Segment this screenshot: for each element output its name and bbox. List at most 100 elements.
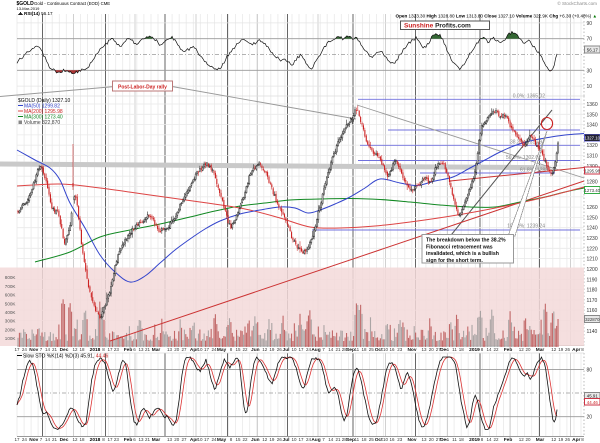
- svg-text:The breakdown below the 38.2%: The breakdown below the 38.2%: [426, 238, 506, 244]
- svg-text:1250: 1250: [587, 215, 598, 221]
- svg-text:1310: 1310: [587, 154, 598, 160]
- svg-text:300K: 300K: [5, 319, 17, 324]
- svg-text:Aug: Aug: [311, 347, 320, 353]
- svg-text:100.0%: 1239.24: 100.0%: 1239.24: [507, 224, 545, 230]
- svg-text:800K: 800K: [5, 275, 17, 280]
- svg-text:15: 15: [235, 347, 241, 352]
- svg-text:invalidated, which is a bullis: invalidated, which is a bullish: [426, 251, 499, 257]
- svg-text:Gold - Continuous Contract (EO: Gold - Continuous Contract (EOD) CME: [34, 1, 110, 6]
- svg-text:27: 27: [436, 347, 442, 352]
- svg-text:20: 20: [525, 437, 531, 442]
- svg-text:8: 8: [581, 437, 584, 442]
- svg-text:44.46: 44.46: [587, 400, 599, 405]
- svg-text:Oct: Oct: [375, 437, 383, 443]
- svg-text:10: 10: [291, 347, 297, 352]
- svg-text:Nov: Nov: [29, 437, 38, 443]
- svg-text:61.8%: 1288.60: 61.8%: 1288.60: [520, 168, 555, 174]
- svg-text:14: 14: [328, 347, 334, 352]
- svg-text:10: 10: [291, 437, 297, 442]
- svg-text:Sep: Sep: [346, 437, 355, 443]
- svg-text:Mar: Mar: [536, 347, 545, 353]
- svg-text:MA(300) 1273.40: MA(300) 1273.40: [24, 115, 63, 121]
- svg-text:$GOLD (Daily) 1327.10: $GOLD (Daily) 1327.10: [18, 98, 70, 104]
- svg-text:18: 18: [79, 347, 85, 352]
- svg-text:Jul: Jul: [283, 437, 290, 443]
- svg-text:20: 20: [429, 437, 435, 442]
- svg-text:17: 17: [298, 437, 304, 442]
- svg-text:80: 80: [587, 367, 593, 373]
- svg-text:Mar: Mar: [152, 437, 161, 443]
- svg-text:13: 13: [421, 437, 427, 442]
- svg-text:600K: 600K: [5, 293, 17, 298]
- svg-text:14: 14: [45, 347, 51, 352]
- svg-text:Fibonacci retracement was: Fibonacci retracement was: [426, 244, 493, 250]
- svg-text:1327.10: 1327.10: [585, 136, 600, 141]
- svg-text:1273.40: 1273.40: [585, 188, 600, 193]
- svg-text:17: 17: [298, 347, 304, 352]
- svg-text:12: 12: [519, 347, 525, 352]
- svg-text:19: 19: [558, 437, 564, 442]
- svg-text:13-Mar-2019: 13-Mar-2019: [17, 6, 41, 11]
- svg-text:Jul: Jul: [283, 347, 290, 353]
- svg-text:10: 10: [197, 437, 203, 442]
- svg-text:26: 26: [277, 347, 283, 352]
- svg-text:0.0%: 1365.02: 0.0%: 1365.02: [513, 94, 545, 100]
- svg-text:20: 20: [174, 437, 180, 442]
- svg-text:© StockCharts.com: © StockCharts.com: [557, 0, 597, 6]
- svg-text:MA(50) 1299.82: MA(50) 1299.82: [24, 104, 60, 110]
- svg-text:14: 14: [45, 437, 51, 442]
- svg-text:Apr: Apr: [190, 437, 198, 443]
- svg-text:Apr: Apr: [572, 437, 580, 443]
- svg-text:11: 11: [354, 347, 359, 352]
- svg-text:Sunshine Profits.com: Sunshine Profits.com: [404, 23, 471, 30]
- svg-text:1170: 1170: [587, 298, 598, 304]
- svg-text:11: 11: [452, 347, 457, 352]
- svg-text:400K: 400K: [5, 310, 17, 315]
- svg-text:16: 16: [389, 347, 395, 352]
- svg-text:28: 28: [342, 347, 348, 352]
- svg-text:25: 25: [369, 437, 375, 442]
- svg-text:Mar: Mar: [536, 437, 545, 443]
- svg-text:1190: 1190: [587, 277, 598, 283]
- svg-text:6: 6: [133, 347, 136, 352]
- svg-text:28: 28: [342, 437, 348, 442]
- svg-text:18: 18: [361, 437, 367, 442]
- svg-text:21: 21: [52, 347, 58, 352]
- svg-text:8: 8: [230, 347, 233, 352]
- svg-text:Aug: Aug: [311, 437, 320, 443]
- svg-text:12: 12: [72, 347, 78, 352]
- svg-text:21: 21: [335, 437, 341, 442]
- svg-text:Jun: Jun: [251, 437, 260, 443]
- svg-text:12: 12: [519, 437, 525, 442]
- svg-text:90: 90: [587, 21, 593, 27]
- svg-text:100K: 100K: [5, 336, 17, 341]
- svg-text:26: 26: [565, 437, 571, 442]
- svg-text:1140: 1140: [587, 329, 598, 335]
- svg-text:17: 17: [204, 347, 210, 352]
- svg-text:20: 20: [429, 347, 435, 352]
- svg-text:8: 8: [481, 347, 484, 352]
- svg-text:13: 13: [167, 347, 173, 352]
- svg-text:22: 22: [493, 437, 499, 442]
- svg-text:2019: 2019: [469, 437, 480, 443]
- svg-text:17: 17: [14, 347, 20, 352]
- svg-text:21: 21: [145, 437, 151, 442]
- svg-text:17: 17: [204, 437, 210, 442]
- svg-text:30: 30: [587, 68, 593, 74]
- svg-text:12: 12: [262, 347, 268, 352]
- svg-text:21: 21: [335, 347, 341, 352]
- svg-text:Volume 322,870: Volume 322,870: [24, 120, 60, 126]
- svg-text:18: 18: [459, 437, 465, 442]
- svg-text:24: 24: [306, 437, 312, 442]
- svg-text:17: 17: [14, 437, 20, 442]
- svg-text:12: 12: [551, 347, 557, 352]
- svg-text:10: 10: [383, 347, 389, 352]
- svg-text:$GOLD: $GOLD: [17, 1, 35, 7]
- svg-text:12: 12: [262, 437, 268, 442]
- svg-text:Nov: Nov: [29, 347, 38, 353]
- svg-text:19: 19: [558, 347, 564, 352]
- svg-text:14: 14: [486, 347, 492, 352]
- svg-text:Slow STO %K(14) %D(3) 45.91, 4: Slow STO %K(14) %D(3) 45.91, 44.46: [23, 353, 108, 359]
- svg-text:RSI(14) 56.17: RSI(14) 56.17: [24, 11, 53, 16]
- svg-text:27: 27: [181, 437, 187, 442]
